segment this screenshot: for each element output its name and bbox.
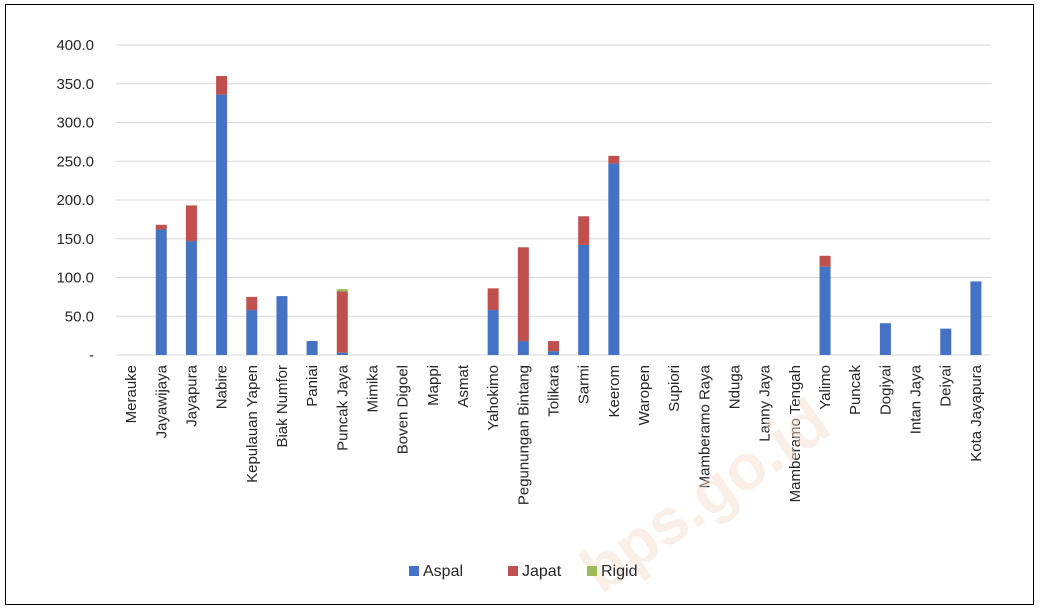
legend-swatch [409,566,419,576]
legend-swatch [508,566,518,576]
bar-japat [216,76,228,95]
x-tick-label: Puncak [847,365,864,416]
bar-aspal [185,241,197,355]
bar-japat [336,291,348,353]
x-tick-label: Deiyai [938,365,955,407]
x-tick-label: Jayawijaya [153,364,170,438]
x-tick-label: Intan Jaya [908,364,925,434]
x-tick-label: Biak Numfor [274,365,291,448]
x-tick-label: Kepulauan Yapen [244,365,261,483]
bar-aspal [336,352,348,355]
bar-rigid [336,289,348,292]
bar-japat [155,224,167,230]
bar-aspal [216,94,228,355]
x-tick-label: Keerom [606,365,623,418]
x-tick-label: Waropen [636,365,653,425]
y-tick-label: - [89,347,94,364]
legend: Aspal Japat Rigid [409,563,637,580]
x-axis-labels: Merauke Jayawijaya Jayapura Nabire Kepulauan… [123,364,985,505]
stacked-bar-chart: - 50.0 100.0 150.0 200.0 250.0 300.0 350.0 400.0… [56,37,991,606]
y-tick-label: 150.0 [56,231,94,248]
x-tick-label: Paniai [304,365,321,407]
y-tick-label: 400.0 [56,37,94,54]
x-tick-label: Mamberamo Raya [696,364,713,488]
bar-japat [608,155,620,164]
y-tick-label: 350.0 [56,76,94,93]
bar-aspal [819,266,831,355]
x-tick-label: Sarmi [576,365,593,404]
chart-frame: - 50.0 100.0 150.0 200.0 250.0 300.0 350.0 400.0… [5,4,1034,606]
x-tick-label: Nabire [214,365,231,409]
legend-swatch [587,566,597,576]
x-tick-label: Lanny Jaya [757,364,774,441]
bar-aspal [879,323,891,355]
legend-label: Japat [522,563,562,580]
bar-aspal [246,310,258,355]
bar-aspal [608,163,620,355]
x-tick-label: Boven Digoel [395,365,412,454]
bar-aspal [155,229,167,355]
gridlines [116,44,991,356]
x-tick-label: Mappi [425,365,442,406]
y-tick-label: 50.0 [65,308,94,325]
bar-aspal [970,281,982,355]
x-tick-label: Kota Jayapura [968,364,985,461]
bar-aspal [487,310,499,355]
x-tick-label: Mamberamo Tengah [787,365,804,502]
x-tick-label: Merauke [123,365,140,423]
bar-aspal [276,296,288,355]
legend-label: Aspal [423,563,463,580]
x-tick-label: Yalimo [817,365,834,410]
x-tick-label: Asmat [455,364,472,407]
x-tick-label: Yahokimo [485,365,502,431]
bar-aspal [578,244,590,355]
bar-japat [578,216,590,245]
bar-aspal [940,328,952,355]
y-tick-label: 250.0 [56,153,94,170]
y-tick-label: 300.0 [56,115,94,132]
bar-aspal [548,351,559,355]
legend-label: Rigid [601,563,637,580]
x-tick-label: Pegunungan Bintang [515,365,532,505]
x-tick-label: Nduga [727,364,744,409]
bar-aspal [306,341,318,355]
x-tick-label: Puncak Jaya [334,364,351,451]
x-tick-label: Supiori [666,365,683,412]
bar-japat [246,296,258,311]
x-tick-label: Dogiyai [877,365,894,415]
bar-japat [487,288,499,311]
bar-japat [819,255,831,267]
x-tick-label: Jayapura [183,364,200,426]
y-axis-ticks: - 50.0 100.0 150.0 200.0 250.0 300.0 350.0 400.0 [56,37,94,364]
bar-japat [517,247,529,342]
bar-japat [185,205,197,242]
y-tick-label: 100.0 [56,270,94,287]
x-tick-label: Tolikara [546,364,563,416]
bar-japat [548,341,559,352]
y-tick-label: 200.0 [56,192,94,209]
bars [155,76,982,355]
bar-aspal [517,341,529,355]
x-tick-label: Mimika [364,364,381,412]
